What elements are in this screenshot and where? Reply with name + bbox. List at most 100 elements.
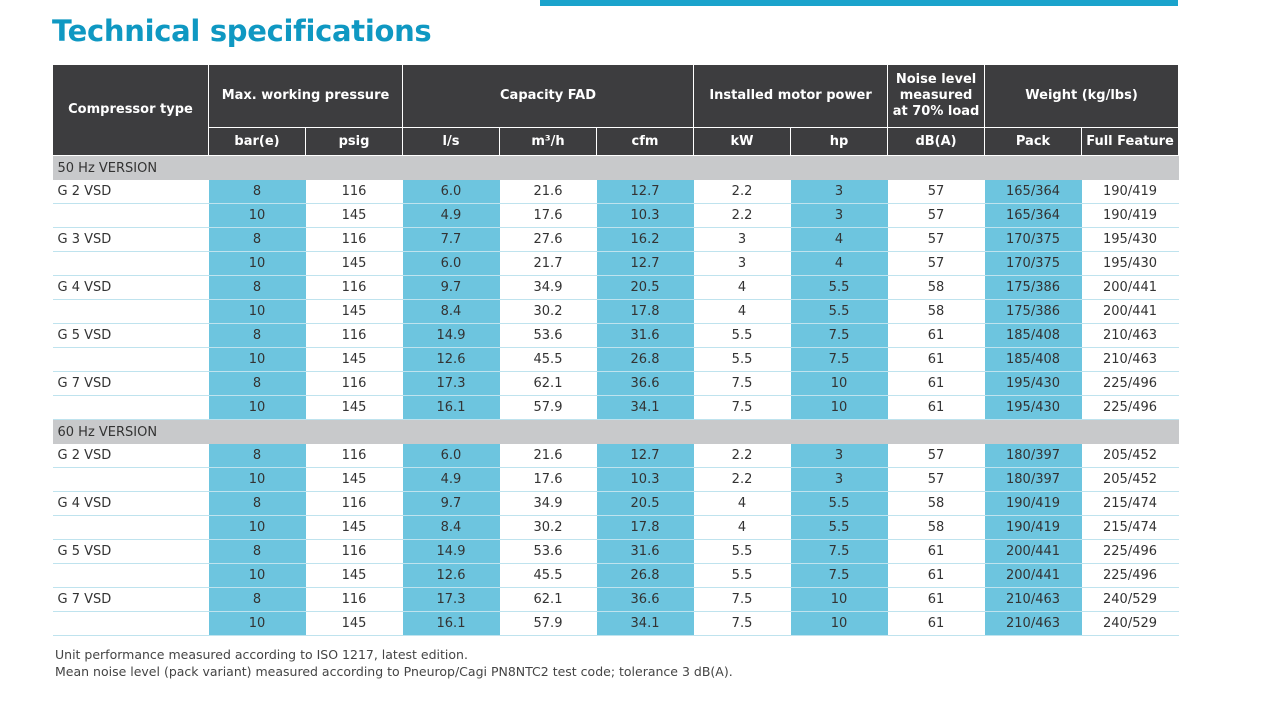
unit-header: Pack <box>984 127 1083 156</box>
cell: 165/364 <box>984 203 1082 228</box>
cell: 2.2 <box>693 203 791 228</box>
cell: 210/463 <box>984 587 1082 612</box>
cell: 145 <box>305 611 403 636</box>
cell: 195/430 <box>984 395 1082 420</box>
unit-header: hp <box>790 127 889 156</box>
cell: 116 <box>305 275 403 300</box>
cell: 10 <box>208 563 306 588</box>
group-header: Capacity FAD <box>401 65 695 128</box>
cell: 53.6 <box>499 323 597 348</box>
cell: 61 <box>887 395 985 420</box>
cell: 31.6 <box>596 539 694 564</box>
cell: 225/496 <box>1081 371 1179 396</box>
cell: 26.8 <box>596 563 694 588</box>
cell: 26.8 <box>596 347 694 372</box>
cell: 8.4 <box>402 515 500 540</box>
cell: 240/529 <box>1081 587 1179 612</box>
group-header: Noise level measured at 70% load <box>887 65 986 128</box>
cell: 5.5 <box>693 539 791 564</box>
cell: 5.5 <box>790 491 888 516</box>
cell: 6.0 <box>402 180 500 204</box>
cell: 12.7 <box>596 444 694 468</box>
cell: 12.6 <box>402 347 500 372</box>
cell: 57 <box>887 467 985 492</box>
cell: 7.5 <box>693 371 791 396</box>
cell: 10 <box>208 467 306 492</box>
cell: 4 <box>693 275 791 300</box>
cell: 5.5 <box>790 515 888 540</box>
cell: 17.6 <box>499 467 597 492</box>
cell: 116 <box>305 180 403 204</box>
cell: 61 <box>887 611 985 636</box>
model-name-empty <box>52 563 209 588</box>
note: Mean noise level (pack variant) measured… <box>55 664 733 679</box>
cell: 190/419 <box>1081 180 1179 204</box>
data-row: G 2 VSD 8 116 6.0 21.6 12.7 2.2 3 57 165/364 190/4… <box>52 180 1179 204</box>
cell: 61 <box>887 347 985 372</box>
cell: 17.8 <box>596 515 694 540</box>
cell: 8 <box>208 180 306 204</box>
cell: 53.6 <box>499 539 597 564</box>
cell: 195/430 <box>1081 251 1179 276</box>
cell: 58 <box>887 299 985 324</box>
cell: 2.2 <box>693 444 791 468</box>
cell: 205/452 <box>1081 467 1179 492</box>
data-row: 10 145 16.1 57.9 34.1 7.5 10 61 195/430 225/496 <box>52 395 1179 420</box>
cell: 7.5 <box>693 395 791 420</box>
cell: 17.8 <box>596 299 694 324</box>
cell: 215/474 <box>1081 515 1179 540</box>
model-name: G 5 VSD <box>52 323 209 348</box>
cell: 3 <box>790 180 888 204</box>
unit-header: dB(A) <box>887 127 986 156</box>
cell: 5.5 <box>693 323 791 348</box>
cell: 200/441 <box>984 563 1082 588</box>
cell: 215/474 <box>1081 491 1179 516</box>
data-row: G 2 VSD 8 116 6.0 21.6 12.7 2.2 3 57 180/397 205/4… <box>52 444 1179 468</box>
data-row: G 4 VSD 8 116 9.7 34.9 20.5 4 5.5 58 175/386 200/4… <box>52 275 1179 300</box>
cell: 225/496 <box>1081 539 1179 564</box>
cell: 14.9 <box>402 539 500 564</box>
cell: 8 <box>208 539 306 564</box>
cell: 17.3 <box>402 587 500 612</box>
cell: 20.5 <box>596 491 694 516</box>
cell: 195/430 <box>984 371 1082 396</box>
cell: 10 <box>208 611 306 636</box>
cell: 116 <box>305 323 403 348</box>
cell: 8.4 <box>402 299 500 324</box>
cell: 116 <box>305 587 403 612</box>
cell: 57 <box>887 203 985 228</box>
cell: 165/364 <box>984 180 1082 204</box>
cell: 21.7 <box>499 251 597 276</box>
cell: 145 <box>305 395 403 420</box>
cell: 16.2 <box>596 227 694 252</box>
notes: Unit performance measured according to I… <box>55 646 733 680</box>
cell: 5.5 <box>693 347 791 372</box>
cell: 210/463 <box>984 611 1082 636</box>
cell: 7.5 <box>790 323 888 348</box>
data-row: G 5 VSD 8 116 14.9 53.6 31.6 5.5 7.5 61 185/408 21… <box>52 323 1179 348</box>
cell: 10 <box>208 299 306 324</box>
cell: 8 <box>208 371 306 396</box>
cell: 57.9 <box>499 395 597 420</box>
cell: 145 <box>305 515 403 540</box>
cell: 6.0 <box>402 444 500 468</box>
cell: 116 <box>305 491 403 516</box>
cell: 57.9 <box>499 611 597 636</box>
cell: 57 <box>887 444 985 468</box>
cell: 58 <box>887 515 985 540</box>
model-name-empty <box>52 347 209 372</box>
data-row: G 7 VSD 8 116 17.3 62.1 36.6 7.5 10 61 210/463 240… <box>52 587 1179 612</box>
cell: 200/441 <box>1081 299 1179 324</box>
cell: 145 <box>305 299 403 324</box>
model-name: G 3 VSD <box>52 227 209 252</box>
cell: 3 <box>790 444 888 468</box>
cell: 2.2 <box>693 180 791 204</box>
cell: 16.1 <box>402 395 500 420</box>
cell: 4 <box>790 251 888 276</box>
cell: 210/463 <box>1081 323 1179 348</box>
cell: 58 <box>887 275 985 300</box>
cell: 62.1 <box>499 587 597 612</box>
cell: 62.1 <box>499 371 597 396</box>
cell: 21.6 <box>499 444 597 468</box>
